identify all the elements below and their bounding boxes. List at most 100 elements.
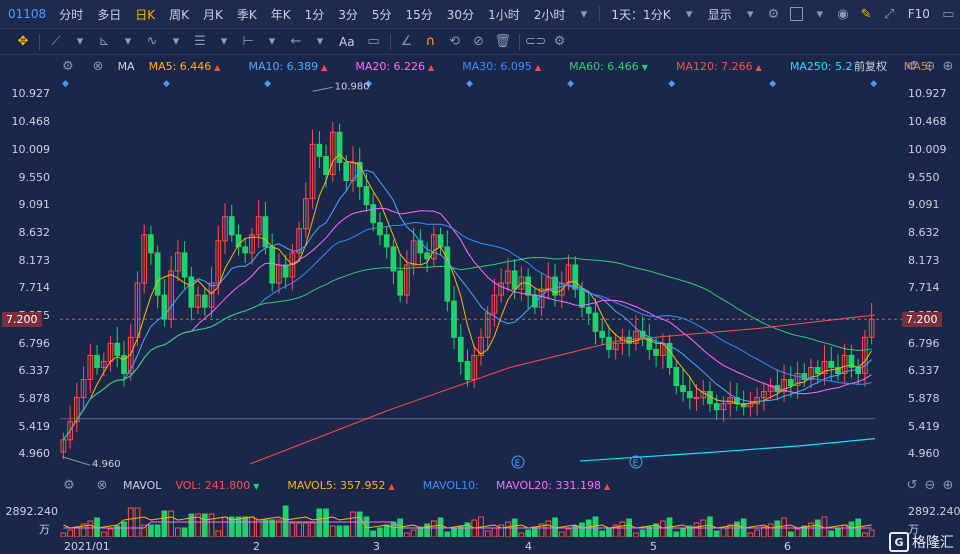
volume-bar [794,528,801,537]
tab-period[interactable]: 1分 [304,7,325,22]
link-icon[interactable]: ⊂⊃ [524,34,547,49]
candle-body [653,348,659,356]
comment-icon[interactable]: ▭ [367,34,380,49]
ma-value-text: MA250: 5.216 [789,59,867,73]
ma-value-text: MA60: 6.466 [569,59,639,73]
tab-period[interactable]: 多日 [97,7,122,22]
volume-bar [302,522,309,537]
mode-select[interactable]: 1天：1分K [611,7,671,22]
volume-bar [60,532,67,537]
candle-body [835,366,841,375]
candle-body [727,397,734,405]
tab-period[interactable]: 周K [169,7,189,22]
chevron-down-icon[interactable]: ▾ [172,34,180,49]
volume-bar [484,530,491,537]
close-icon[interactable]: ⊗ [92,58,104,74]
zoom-in-icon[interactable]: ⊕ [942,58,954,74]
candle-body [430,234,437,260]
volume-axis-top-right: 2892.240 [908,505,960,518]
trash-icon[interactable]: 🗑 [494,34,511,49]
divider [39,33,40,50]
gear-icon[interactable]: ⚙ [62,58,74,74]
chevron-down-icon[interactable]: ▾ [268,34,276,49]
arrow-up-icon: ▲ [428,62,435,72]
tab-period[interactable]: 1小时 [488,7,520,22]
volume-bar [242,516,249,537]
arrow-up-icon: ▲ [321,62,328,72]
tab-period[interactable]: 分时 [59,7,84,22]
volume-bar [828,530,835,537]
candle-body [525,276,531,296]
text-tool[interactable]: Aa [339,34,355,49]
reset-icon[interactable]: ↺ [906,477,918,493]
price-tick-label: 10.009 [908,142,947,156]
gear-icon[interactable]: ⚙ [767,6,780,22]
move-icon[interactable]: ✥ [17,34,29,49]
f10-button[interactable]: F10 [907,7,930,21]
checkbox-icon[interactable] [789,7,804,21]
tab-period[interactable]: 年K [270,7,291,22]
display-menu[interactable]: 显示 [707,7,732,22]
chevron-down-icon[interactable]: ▾ [747,6,754,22]
tab-period[interactable]: 日K [135,7,156,22]
volume-bar [639,529,646,537]
eraser-icon[interactable]: ∠ [400,34,413,49]
gear-icon[interactable]: ⚙ [63,477,75,493]
pencil-icon[interactable]: ✎ [860,6,872,22]
tab-period[interactable]: 3分 [338,7,358,22]
chevron-down-icon[interactable]: ▾ [580,6,588,22]
tab-period[interactable]: 30分 [446,7,475,22]
wave-tool-icon[interactable]: ∿ [146,34,158,49]
zoom-out-icon[interactable]: ⊖ [924,58,936,74]
chevron-down-icon[interactable]: ▾ [685,6,693,22]
candle-body [87,354,94,381]
adjust-mode[interactable]: 前复权 [854,58,887,74]
volume-bar [707,516,713,537]
volume-bar [659,520,666,537]
candle-body [713,403,720,411]
candle-body [100,360,107,368]
close-icon[interactable]: ⊗ [96,477,108,493]
line-tool-icon[interactable]: ⟋ [51,34,61,49]
volume-bar [633,532,639,537]
price-tick-label: 7.714 [908,281,940,295]
hide-icon[interactable]: ⊘ [473,34,485,49]
volume-bar [619,521,626,537]
stock-code[interactable]: 01108 [8,7,47,21]
gear-icon[interactable]: ⚙ [553,34,566,49]
panel-icon[interactable]: ▭ [942,6,955,22]
volume-unit: 万 [39,523,50,536]
chevron-down-icon[interactable]: ▾ [220,34,228,49]
ray-tool-icon[interactable]: ⊾ [98,34,110,49]
candle-body [195,294,201,308]
chevron-down-icon[interactable]: ▾ [816,6,824,22]
tab-period[interactable]: 15分 [405,7,433,22]
fib-tool-icon[interactable]: ☰ [194,34,206,49]
ma-value: MA30: 6.095 ▲ [462,60,555,73]
tab-period[interactable]: 5分 [371,7,392,22]
tab-period[interactable]: 季K [236,7,257,22]
measure-tool-icon[interactable]: ⊢ [242,34,254,49]
chevron-down-icon[interactable]: ▾ [76,34,84,49]
tab-period[interactable]: 月K [202,7,223,22]
magnet-icon[interactable]: ∩ [425,34,436,49]
tab-period[interactable]: 2小时 [533,7,566,22]
chevron-down-icon[interactable]: ▾ [316,34,324,49]
sync-icon[interactable]: ⟲ [449,34,461,49]
logo-icon: G [889,532,909,552]
reset-icon[interactable]: ↺ [906,58,918,74]
fullscreen-icon[interactable]: ⤢ [883,6,895,22]
camera-icon[interactable]: ◉ [837,6,849,22]
zoom-out-icon[interactable]: ⊖ [924,477,936,493]
candle-body [377,222,383,236]
marker-dot: ◆ [62,79,69,89]
volume-bar [350,511,356,537]
volume-bar [289,522,296,537]
price-tick-label: 10.468 [11,115,51,129]
zoom-in-icon[interactable]: ⊕ [942,477,954,493]
candle-body [599,330,606,338]
chevron-down-icon[interactable]: ▾ [124,34,132,49]
volume-chart[interactable] [60,495,902,537]
arrow-tool-icon[interactable]: ← [290,34,302,49]
